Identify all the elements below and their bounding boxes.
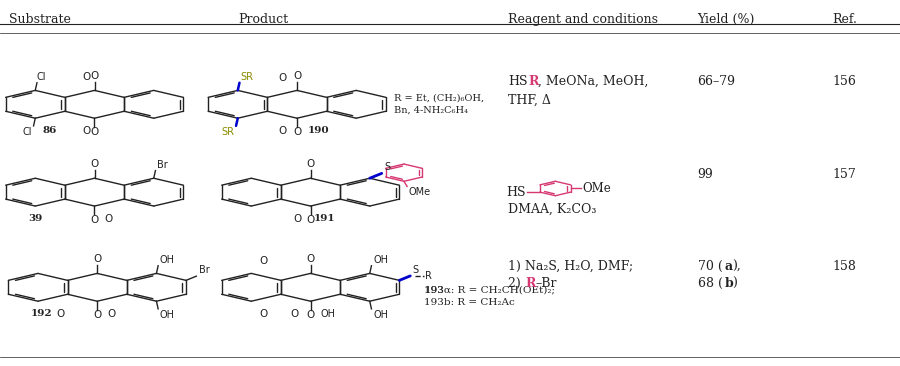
- Text: O: O: [90, 215, 99, 225]
- Text: 193: 193: [425, 286, 445, 295]
- Text: R: R: [526, 277, 536, 291]
- Text: R = Et, (CH₂)₆OH,
Bn, 4-NH₂C₆H₄: R = Et, (CH₂)₆OH, Bn, 4-NH₂C₆H₄: [394, 93, 484, 115]
- Text: O: O: [93, 254, 102, 264]
- Text: b: b: [724, 277, 733, 291]
- Text: SR: SR: [240, 72, 253, 82]
- Text: Reagent and conditions: Reagent and conditions: [508, 13, 659, 26]
- Text: Product: Product: [238, 13, 289, 26]
- Text: O: O: [290, 309, 298, 319]
- Text: O: O: [104, 214, 113, 224]
- Text: O: O: [278, 126, 287, 136]
- Text: , MeONa, MeOH,: , MeONa, MeOH,: [538, 75, 649, 88]
- Text: ),: ),: [732, 260, 741, 273]
- Text: 1) Na₂S, H₂O, DMF;: 1) Na₂S, H₂O, DMF;: [508, 260, 634, 273]
- Text: Yield (%): Yield (%): [698, 13, 755, 26]
- Text: OH: OH: [320, 309, 336, 319]
- Text: S: S: [384, 162, 391, 172]
- Text: O: O: [83, 126, 91, 136]
- Text: DMAA, K₂CO₃: DMAA, K₂CO₃: [508, 203, 597, 216]
- Text: 99: 99: [698, 168, 713, 182]
- Text: OH: OH: [374, 310, 388, 320]
- Text: O: O: [306, 310, 315, 320]
- Text: O: O: [93, 310, 102, 320]
- Text: O: O: [107, 309, 116, 319]
- Text: THF, Δ: THF, Δ: [508, 93, 552, 107]
- Text: O: O: [293, 214, 302, 224]
- Text: 191: 191: [314, 214, 336, 223]
- Text: 192: 192: [32, 309, 53, 318]
- Text: O: O: [292, 127, 302, 137]
- Text: O: O: [306, 159, 315, 169]
- Text: 68 (: 68 (: [698, 277, 723, 291]
- Text: OH: OH: [160, 255, 175, 265]
- Text: 193α: R = CH₂CH(OEt)₂;
193b: R = CH₂Ac: 193α: R = CH₂CH(OEt)₂; 193b: R = CH₂Ac: [425, 286, 555, 307]
- Text: Substrate: Substrate: [9, 13, 71, 26]
- Text: 66–79: 66–79: [698, 75, 735, 88]
- Text: Br: Br: [199, 265, 210, 275]
- Text: 156: 156: [832, 75, 857, 88]
- Text: 158: 158: [832, 260, 857, 273]
- Text: –Br: –Br: [536, 277, 557, 291]
- Text: O: O: [90, 71, 99, 81]
- Text: 39: 39: [29, 214, 42, 223]
- Text: a: a: [724, 260, 733, 273]
- Text: O: O: [306, 215, 315, 225]
- Text: O: O: [278, 73, 287, 83]
- Text: S: S: [412, 265, 418, 275]
- Text: O: O: [259, 256, 267, 266]
- Text: 157: 157: [832, 168, 856, 182]
- Text: Br: Br: [158, 160, 168, 169]
- Text: HS: HS: [506, 186, 526, 199]
- Text: 86: 86: [42, 126, 57, 135]
- Text: OMe: OMe: [582, 182, 611, 195]
- Text: R: R: [425, 271, 432, 281]
- Text: 70 (: 70 (: [698, 260, 723, 273]
- Text: O: O: [90, 159, 99, 169]
- Text: O: O: [292, 71, 302, 81]
- Text: Ref.: Ref.: [832, 13, 858, 26]
- Text: ): ): [732, 277, 736, 291]
- Text: OH: OH: [160, 310, 175, 320]
- Text: O: O: [83, 72, 91, 82]
- Text: O: O: [306, 254, 315, 264]
- Text: R: R: [528, 75, 539, 88]
- Text: O: O: [90, 127, 99, 137]
- Text: OMe: OMe: [409, 187, 430, 197]
- Text: O: O: [259, 309, 267, 319]
- Text: 2): 2): [508, 277, 526, 291]
- Text: O: O: [56, 309, 65, 319]
- Text: Cl: Cl: [37, 72, 47, 82]
- Text: ,: ,: [598, 180, 602, 193]
- Text: OH: OH: [374, 255, 388, 265]
- Text: 190: 190: [307, 126, 328, 135]
- Text: HS: HS: [508, 75, 528, 88]
- Text: SR: SR: [221, 127, 234, 137]
- Text: Cl: Cl: [22, 127, 32, 137]
